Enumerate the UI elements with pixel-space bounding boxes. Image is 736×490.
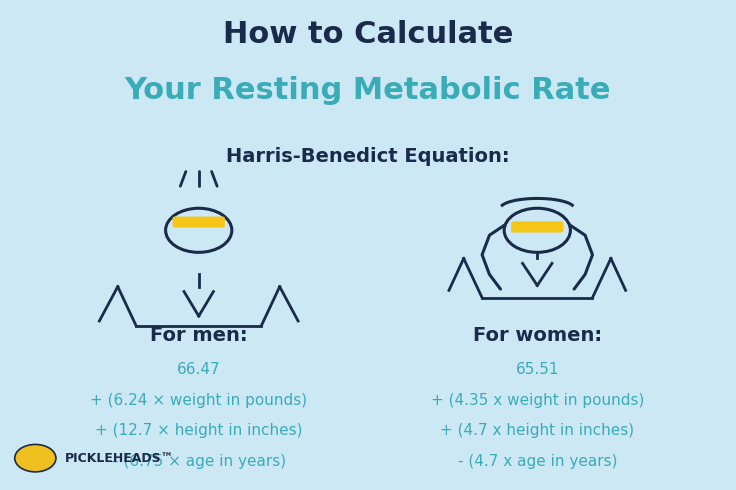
Text: For women:: For women: [473,326,602,345]
Text: Your Resting Metabolic Rate: Your Resting Metabolic Rate [124,76,612,105]
Text: How to Calculate: How to Calculate [223,20,513,49]
Text: + (4.35 x weight in pounds): + (4.35 x weight in pounds) [431,393,644,408]
Text: For men:: For men: [150,326,247,345]
Text: 65.51: 65.51 [515,363,559,377]
Circle shape [166,208,232,252]
Circle shape [15,444,56,472]
Text: + (6.24 × weight in pounds): + (6.24 × weight in pounds) [90,393,308,408]
Text: - (4.7 x age in years): - (4.7 x age in years) [458,454,617,468]
Text: – (6.75 × age in years): – (6.75 × age in years) [111,454,286,468]
Text: PICKLEHEADS™: PICKLEHEADS™ [65,452,174,465]
FancyBboxPatch shape [172,217,225,227]
Text: Harris-Benedict Equation:: Harris-Benedict Equation: [226,147,510,166]
Circle shape [504,208,570,252]
Text: 66.47: 66.47 [177,363,221,377]
Text: + (12.7 × height in inches): + (12.7 × height in inches) [95,423,302,438]
Text: + (4.7 x height in inches): + (4.7 x height in inches) [440,423,634,438]
FancyBboxPatch shape [511,221,564,233]
